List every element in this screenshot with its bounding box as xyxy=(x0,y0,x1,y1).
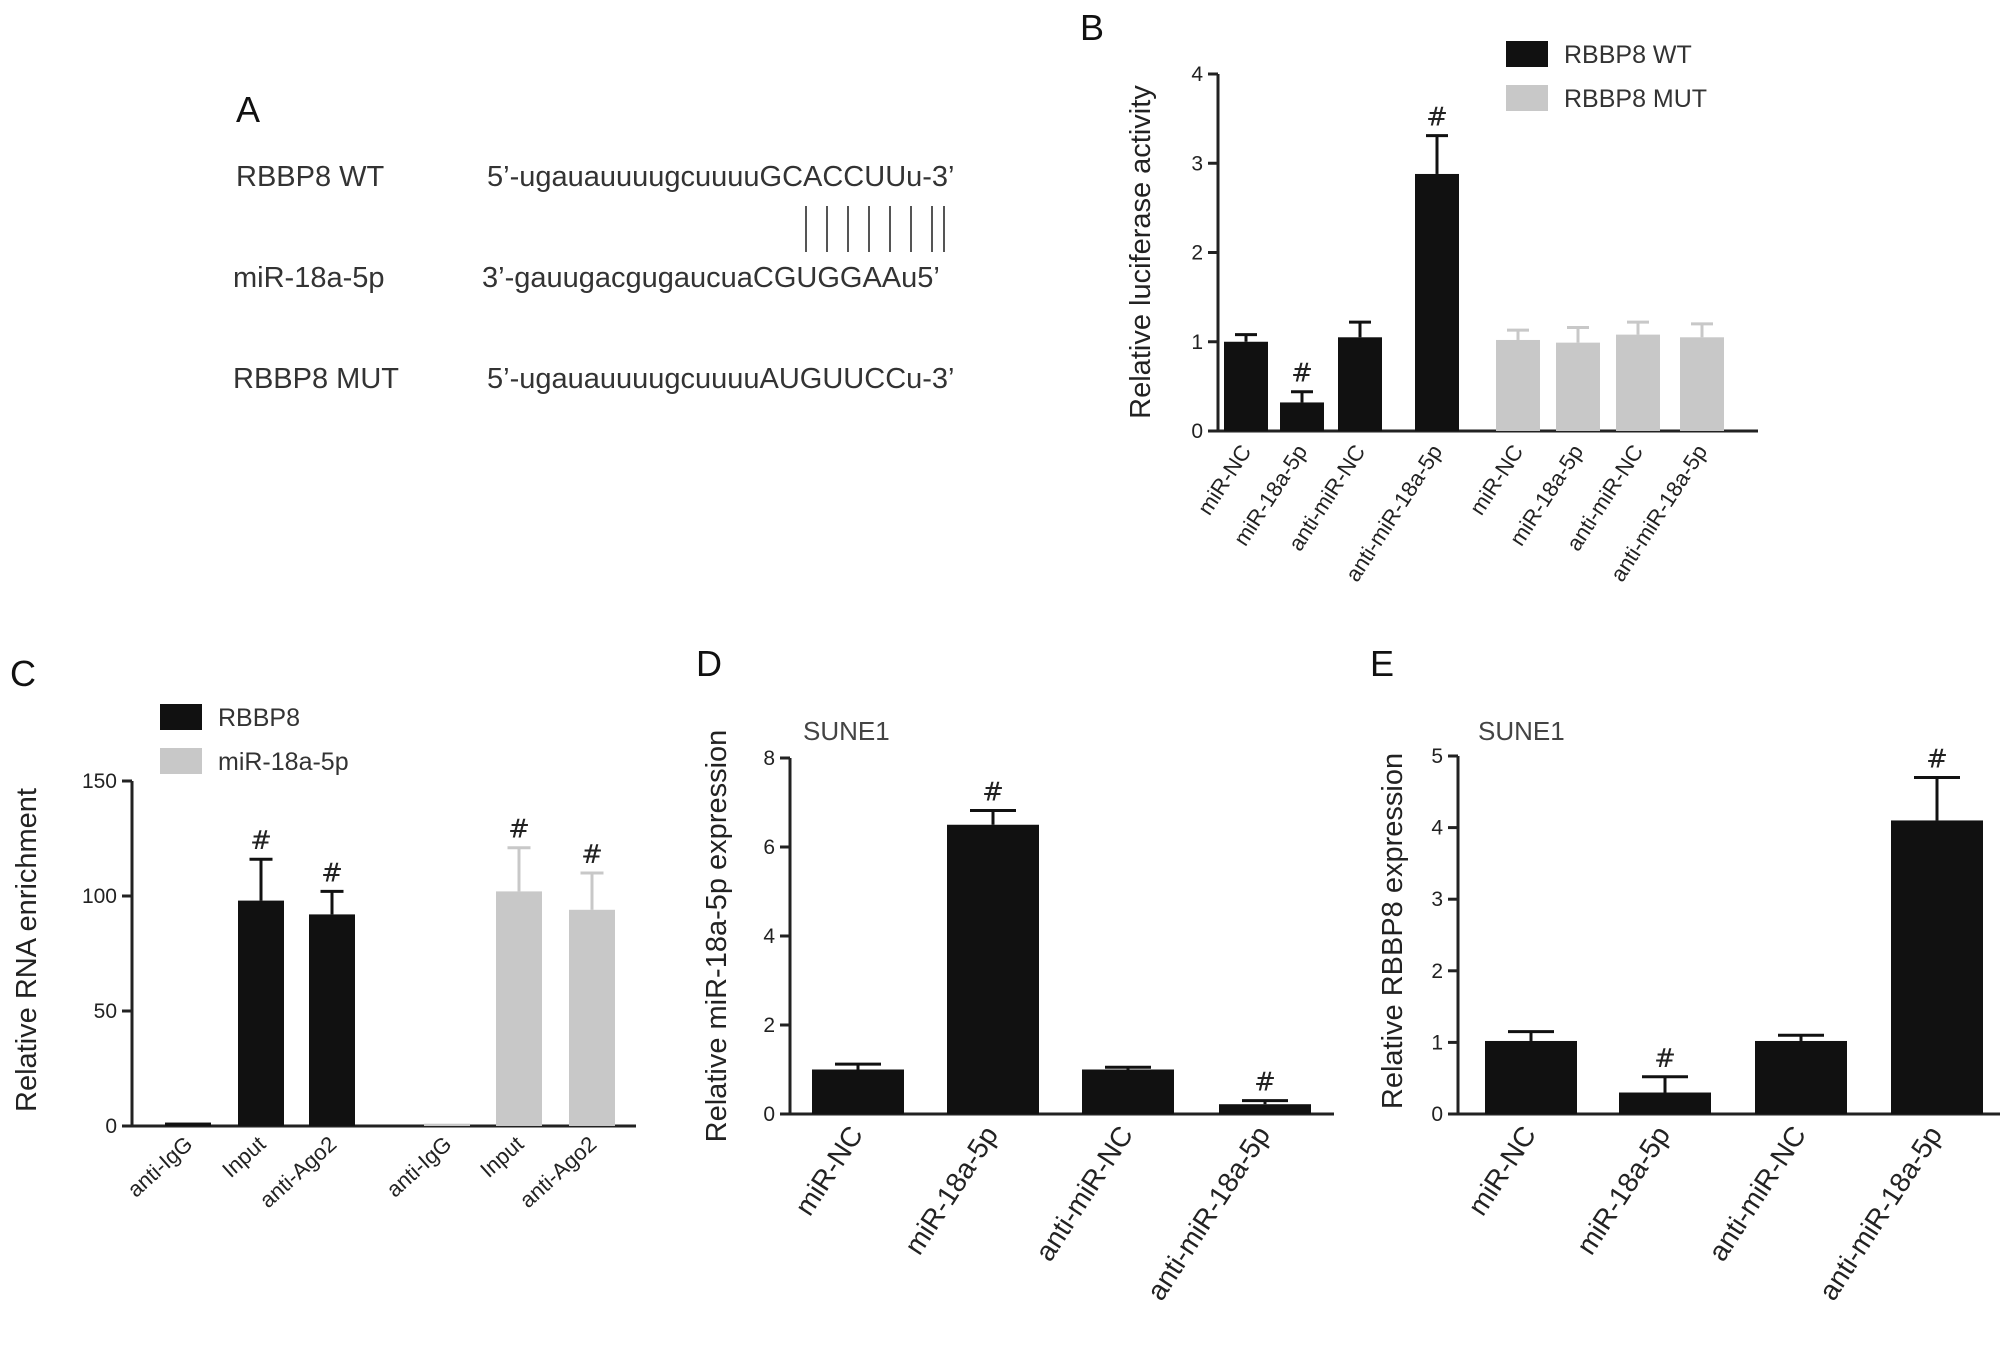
seq-label-wt: RBBP8 WT xyxy=(236,161,385,193)
x-tick-label: anti-IgG xyxy=(381,1131,456,1202)
y-tick-label: 3 xyxy=(1431,888,1443,911)
x-tick-label: miR-NC xyxy=(1465,440,1529,519)
cell-line-label: SUNE1 xyxy=(1478,716,1565,746)
seq-label-mut: RBBP8 MUT xyxy=(233,363,399,395)
significance-mark: # xyxy=(1291,359,1313,389)
y-tick-label: 8 xyxy=(763,747,775,770)
y-tick-label: 2 xyxy=(1191,242,1203,265)
panel-letter-a: A xyxy=(236,89,260,130)
significance-mark: # xyxy=(508,815,530,845)
x-tick-label: miR-18a-5p xyxy=(898,1120,1004,1260)
pairing-lines xyxy=(805,206,945,252)
seq-label-mir: miR-18a-5p xyxy=(233,262,385,294)
panel-letter-e: E xyxy=(1370,643,1394,684)
bar xyxy=(1219,1104,1311,1114)
bar xyxy=(1616,334,1660,431)
seq-mir: 3’-gauugacgugaucuaCGUGGAAu5’ xyxy=(482,262,940,294)
bar xyxy=(1082,1069,1174,1114)
bar xyxy=(1619,1092,1711,1114)
x-tick-label: anti-miR-18a-5p xyxy=(1141,1120,1276,1305)
bar xyxy=(947,824,1039,1114)
x-tick-label: Input xyxy=(217,1131,270,1182)
y-tick-label: 1 xyxy=(1191,331,1203,354)
y-tick-label: 4 xyxy=(1191,63,1203,86)
y-tick-label: 150 xyxy=(82,770,117,793)
bar xyxy=(1556,342,1600,431)
y-tick-label: 2 xyxy=(1431,960,1443,983)
x-tick-label: miR-18a-5p xyxy=(1570,1120,1676,1260)
seq-wt: 5’-ugauauuuugcuuuuGCACCUUu-3’ xyxy=(487,161,955,193)
y-tick-label: 4 xyxy=(1431,817,1443,840)
legend-swatch xyxy=(1506,85,1548,111)
bar xyxy=(569,909,615,1126)
bar xyxy=(1891,820,1983,1114)
significance-mark: # xyxy=(1926,744,1948,774)
bar xyxy=(1755,1040,1847,1114)
chart-rna-enrichment: Relative RNA enrichment 0 50 100 150 anti-IgG… xyxy=(11,704,636,1213)
bar xyxy=(496,891,542,1126)
significance-mark: # xyxy=(250,826,272,856)
bar xyxy=(1338,337,1382,431)
x-tick-label: miR-NC xyxy=(789,1120,869,1220)
panel-letter-b: B xyxy=(1080,7,1104,48)
x-tick-label: anti-IgG xyxy=(122,1131,197,1202)
legend-swatch xyxy=(1506,41,1548,67)
x-tick-label: anti-Ago2 xyxy=(515,1131,602,1213)
bar xyxy=(812,1069,904,1114)
y-axis-title: Relative RBBP8 expression xyxy=(1377,753,1409,1109)
significance-mark: # xyxy=(321,858,343,888)
legend-label: RBBP8 xyxy=(218,704,300,732)
y-tick-label: 5 xyxy=(1431,745,1443,768)
significance-mark: # xyxy=(982,778,1004,808)
y-tick-label: 2 xyxy=(763,1014,775,1037)
x-tick-label: anti-miR-NC xyxy=(1702,1120,1812,1266)
cell-line-label: SUNE1 xyxy=(803,716,890,746)
seq-mut: 5’-ugauauuuugcuuuuAUGUUCCu-3’ xyxy=(487,363,955,395)
bar xyxy=(309,914,355,1126)
y-tick-label: 4 xyxy=(763,925,775,948)
x-tick-label: anti-miR-NC xyxy=(1029,1120,1139,1266)
chart-rbbp8-expression: Relative RBBP8 expression 0 1 2 3 4 5 miR-NC # mi… xyxy=(1377,716,2000,1306)
significance-mark: # xyxy=(581,840,603,870)
y-axis-title: Relative luciferase activity xyxy=(1125,85,1157,419)
chart-luciferase: Relative luciferase activity 0 1 2 3 4 miR-NC #… xyxy=(1125,41,1758,586)
x-tick-label: anti-miR-18a-5p xyxy=(1813,1120,1948,1305)
y-tick-label: 50 xyxy=(94,1000,117,1023)
y-axis-title: Relative RNA enrichment xyxy=(11,788,43,1112)
y-tick-label: 100 xyxy=(82,885,117,908)
legend-label: RBBP8 WT xyxy=(1564,41,1692,69)
legend-label: miR-18a-5p xyxy=(218,748,349,776)
bar xyxy=(1496,339,1540,431)
y-tick-label: 6 xyxy=(763,836,775,859)
panel-letter-c: C xyxy=(10,653,36,694)
significance-mark: # xyxy=(1426,103,1448,133)
y-tick-label: 0 xyxy=(105,1115,117,1138)
panel-letter-d: D xyxy=(696,643,722,684)
legend-swatch xyxy=(160,704,202,730)
bar xyxy=(238,900,284,1126)
bar xyxy=(1415,173,1459,431)
x-tick-label: miR-NC xyxy=(1462,1120,1542,1220)
bar xyxy=(165,1122,211,1126)
bar xyxy=(1485,1040,1577,1114)
y-tick-label: 1 xyxy=(1431,1031,1443,1054)
significance-mark: # xyxy=(1254,1068,1276,1098)
x-tick-label: Input xyxy=(475,1131,528,1182)
chart-mir-expression: Relative miR-18a-5p expression 0 2 4 6 8 miR-N… xyxy=(701,716,1334,1306)
bar xyxy=(1280,402,1324,431)
legend-swatch xyxy=(160,748,202,774)
y-tick-label: 0 xyxy=(1431,1103,1443,1126)
y-axis-title: Relative miR-18a-5p expression xyxy=(701,730,733,1143)
bar xyxy=(1224,341,1268,431)
y-tick-label: 0 xyxy=(763,1103,775,1126)
bar xyxy=(1680,337,1724,431)
bar xyxy=(424,1123,470,1126)
x-tick-label: anti-Ago2 xyxy=(255,1131,342,1213)
panel-a: A RBBP8 WT 5’-ugauauuuugcuuuuGCACCUUu-3’… xyxy=(233,89,955,395)
significance-mark: # xyxy=(1654,1044,1676,1074)
legend-label: RBBP8 MUT xyxy=(1564,85,1707,113)
y-tick-label: 0 xyxy=(1191,420,1203,443)
y-tick-label: 3 xyxy=(1191,152,1203,175)
